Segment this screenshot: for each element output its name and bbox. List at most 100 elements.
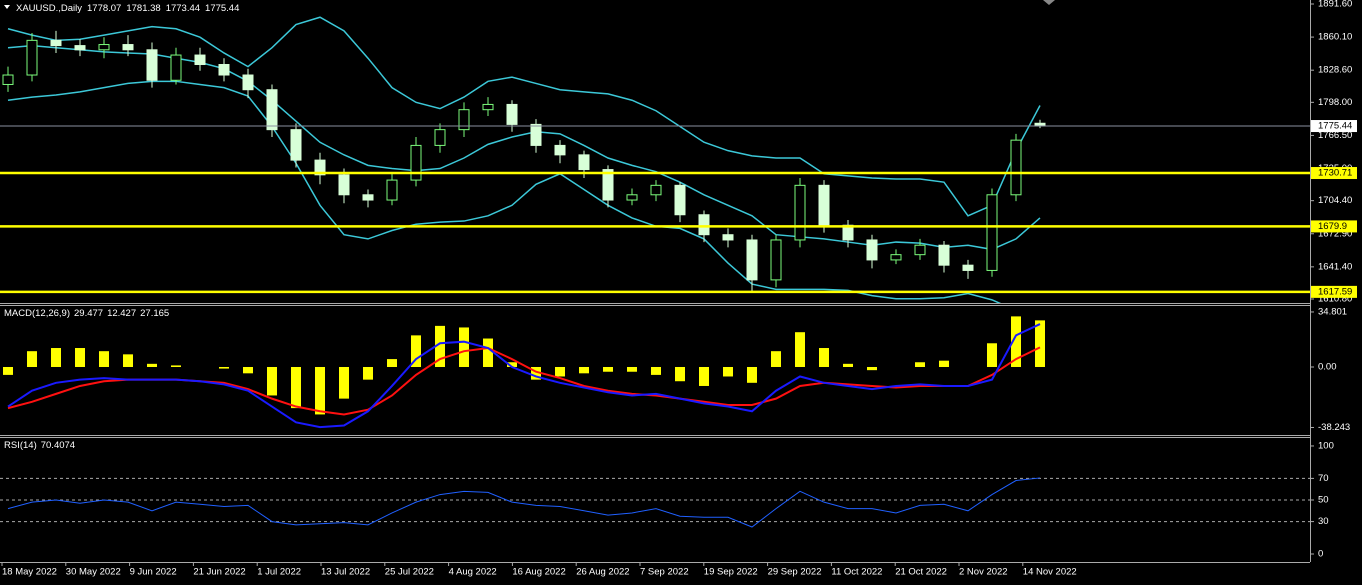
candle-body <box>866 239 878 261</box>
header-value: 1773.44 <box>166 3 200 14</box>
macd-bar <box>99 351 109 367</box>
level-label: 1679.9 <box>1318 221 1347 232</box>
shift-marker <box>1043 0 1055 5</box>
candle-body <box>338 174 350 196</box>
candle-body <box>818 184 830 226</box>
current-price-label: 1775.44 <box>1318 121 1352 132</box>
x-tick-label: 16 Aug 2022 <box>512 567 565 578</box>
candle-body <box>890 254 902 261</box>
y-tick-label: 1641.40 <box>1318 261 1352 272</box>
macd-bar <box>243 366 253 374</box>
candle-body <box>50 39 62 47</box>
macd-bar <box>51 348 61 367</box>
candle-body <box>74 45 86 51</box>
x-tick-label: 21 Oct 2022 <box>895 567 947 578</box>
y-tick-label: 1891.60 <box>1318 0 1352 10</box>
header-value: 29.477 <box>74 308 103 319</box>
candle-body <box>746 239 758 281</box>
candle-body <box>410 144 422 181</box>
menu-arrow[interactable] <box>4 5 10 9</box>
candle-body <box>362 194 374 201</box>
y-tick-label: 1704.40 <box>1318 195 1352 206</box>
bollinger-band <box>7 16 1041 217</box>
macd-bar <box>147 363 157 367</box>
macd-bar <box>531 366 541 380</box>
candle-body <box>386 179 398 201</box>
y-tick-label: 1860.10 <box>1318 32 1352 43</box>
y-tick-label: 34.801 <box>1318 306 1347 317</box>
x-tick-label: 21 Jun 2022 <box>193 567 245 578</box>
candle-body <box>146 49 158 81</box>
rsi-line <box>7 477 1041 528</box>
candle-body <box>242 74 254 91</box>
y-tick-label: 0 <box>1318 549 1323 560</box>
candle-body <box>290 129 302 161</box>
x-tick-label: 9 Jun 2022 <box>130 567 177 578</box>
candle-body <box>482 103 494 111</box>
x-tick-label: 25 Jul 2022 <box>385 567 434 578</box>
candle-body <box>434 129 446 146</box>
candle-body <box>530 123 542 146</box>
macd-bar <box>555 366 565 377</box>
level-label: 1730.71 <box>1318 168 1352 179</box>
macd-line <box>7 323 1041 429</box>
candle-body <box>194 54 206 66</box>
candle-body <box>722 234 734 241</box>
macd-bar <box>363 366 373 380</box>
x-tick-label: 1 Jul 2022 <box>257 567 301 578</box>
candle-body <box>770 239 782 281</box>
candle-body <box>506 103 518 125</box>
macd-bar <box>867 366 877 371</box>
y-tick-label: -38.243 <box>1318 422 1350 433</box>
macd-bar <box>819 348 829 367</box>
x-tick-label: 26 Aug 2022 <box>576 567 629 578</box>
bollinger-band <box>7 80 1002 303</box>
x-tick-label: 29 Sep 2022 <box>768 567 822 578</box>
macd-bar <box>3 366 13 375</box>
macd-bar <box>123 354 133 367</box>
macd-bar <box>339 366 349 399</box>
macd-bar <box>651 366 661 375</box>
macd-bar <box>747 366 757 383</box>
y-tick-label: 1798.00 <box>1318 97 1352 108</box>
candle-body <box>170 54 182 81</box>
macd-bar <box>723 366 733 377</box>
x-tick-label: 4 Aug 2022 <box>449 567 497 578</box>
macd-bar <box>411 335 421 367</box>
candle-body <box>122 44 134 51</box>
macd-bar <box>267 366 277 396</box>
x-tick-label: 11 Oct 2022 <box>831 567 882 578</box>
level-box <box>1311 220 1357 233</box>
candle-body <box>962 264 974 271</box>
y-tick-label: 0.00 <box>1318 362 1337 373</box>
candle-body <box>266 89 278 131</box>
y-tick-label: 1766.50 <box>1318 130 1352 141</box>
candle-body <box>578 154 590 171</box>
y-tick-label: 100 <box>1318 440 1334 451</box>
x-tick-label: 2 Nov 2022 <box>959 567 1008 578</box>
header-value: 1775.44 <box>205 3 239 14</box>
macd-bar <box>459 327 469 367</box>
candle-body <box>218 64 230 76</box>
x-tick-label: 7 Sep 2022 <box>640 567 689 578</box>
macd-bar <box>507 362 517 367</box>
panel <box>0 477 1310 528</box>
header-value: XAUUSD.,Daily <box>16 3 82 14</box>
macd-bar <box>939 360 949 367</box>
candle-body <box>698 214 710 236</box>
header-value: 27.165 <box>140 308 169 319</box>
macd-bar <box>603 366 613 372</box>
candle-body <box>26 39 38 76</box>
header-value: 12.427 <box>107 308 136 319</box>
x-tick-label: 13 Jul 2022 <box>321 567 370 578</box>
macd-bar <box>579 366 589 374</box>
panel <box>3 316 1045 429</box>
candle-body <box>650 184 662 196</box>
candle-body <box>674 184 686 216</box>
macd-bar <box>771 351 781 367</box>
y-tick-label: 70 <box>1318 473 1329 484</box>
header-value: 70.4074 <box>41 440 75 451</box>
macd-bar <box>795 332 805 367</box>
macd-bar <box>987 343 997 367</box>
